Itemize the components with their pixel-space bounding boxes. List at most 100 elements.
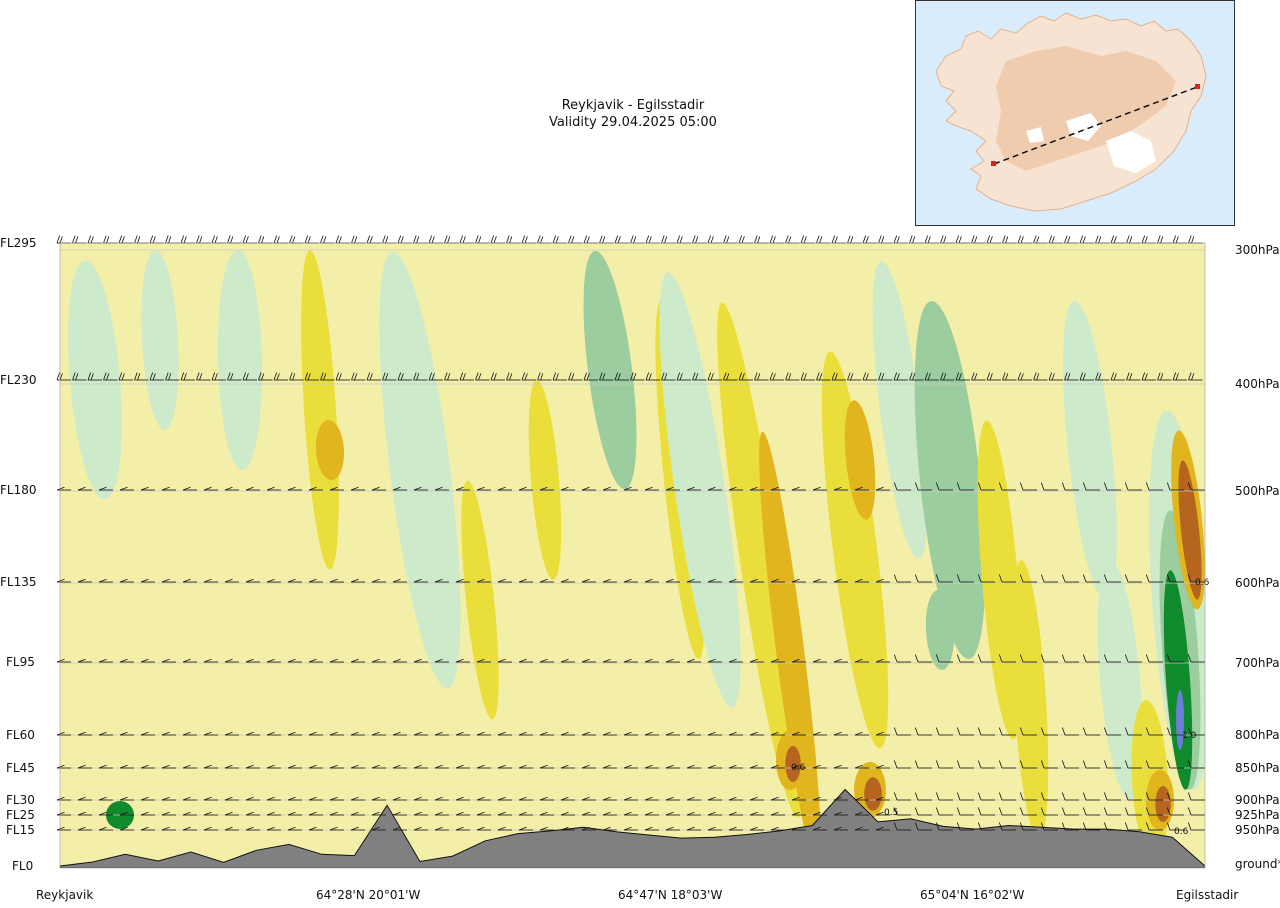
wind-barb: [140, 796, 155, 801]
wind-barb: [161, 764, 176, 769]
wind-barb: [455, 764, 470, 769]
wind-barb: [413, 826, 428, 831]
wind-barb: [770, 578, 785, 583]
wind-barb: [182, 486, 197, 491]
wind-barb: [72, 372, 87, 381]
wind-barb: [661, 372, 676, 381]
wind-barb: [893, 760, 911, 769]
wind-barb: [728, 764, 743, 769]
wind-barb: [1103, 654, 1121, 663]
wind-barb: [800, 235, 815, 244]
wind-barb: [434, 796, 449, 801]
wind-barb: [1172, 235, 1187, 244]
wind-barb: [749, 826, 764, 831]
wind-barb: [581, 811, 596, 816]
wind-barb: [940, 372, 955, 381]
wind-barb: [583, 372, 598, 381]
wind-barb: [56, 811, 71, 816]
wind-barb: [266, 658, 281, 663]
wind-barb: [1126, 372, 1141, 381]
wind-barb: [1019, 792, 1037, 801]
pressure-level-label: 850hPa: [1235, 761, 1280, 775]
wind-barb: [149, 235, 164, 244]
wind-barb: [87, 235, 102, 244]
wind-barb: [738, 372, 753, 381]
wind-barb: [1082, 792, 1100, 801]
terrain-profile: [60, 788, 1205, 868]
wind-barb: [350, 764, 365, 769]
wind-barb: [161, 731, 176, 736]
wind-barb: [224, 764, 239, 769]
wind-barb: [875, 796, 890, 801]
wind-barb: [707, 486, 722, 491]
wind-barb: [998, 792, 1016, 801]
wind-barb: [581, 578, 596, 583]
wind-barb: [266, 486, 281, 491]
wind-barb: [366, 235, 381, 244]
wind-barb: [971, 372, 986, 381]
wind-barb: [1157, 235, 1172, 244]
wind-barb: [875, 731, 890, 736]
wind-barb: [791, 658, 806, 663]
wind-barb: [977, 727, 995, 736]
wind-barb: [833, 658, 848, 663]
wind-barb: [119, 658, 134, 663]
vertical-motion-area: [977, 420, 1023, 740]
wind-barb: [665, 486, 680, 491]
wind-barb: [245, 796, 260, 801]
wind-barb: [644, 796, 659, 801]
wind-barb: [977, 482, 995, 491]
wind-barb: [940, 235, 955, 244]
vertical-motion-area: [315, 420, 345, 480]
wind-barb: [1017, 372, 1032, 381]
wind-barb: [770, 796, 785, 801]
wind-barb: [623, 578, 638, 583]
wind-barb: [614, 372, 629, 381]
wind-barb: [518, 811, 533, 816]
wind-barb: [707, 811, 722, 816]
wind-barb: [728, 578, 743, 583]
wind-barb: [770, 486, 785, 491]
wind-barb: [1019, 807, 1037, 816]
wind-barb: [791, 731, 806, 736]
wind-barb: [455, 731, 470, 736]
wind-barb: [287, 826, 302, 831]
wind-barb: [539, 826, 554, 831]
wind-barb: [413, 235, 428, 244]
wind-barb: [770, 764, 785, 769]
wind-barb: [728, 826, 743, 831]
wind-barb: [1187, 727, 1205, 736]
wind-barb: [273, 235, 288, 244]
wind-barb: [203, 811, 218, 816]
wind-barb: [1103, 792, 1121, 801]
wind-barb: [56, 731, 71, 736]
wind-barb: [665, 731, 680, 736]
wind-barb: [1019, 822, 1037, 831]
wind-barb: [686, 658, 701, 663]
wind-barb: [665, 796, 680, 801]
wind-barb: [686, 486, 701, 491]
vertical-motion-area: [821, 351, 889, 749]
wind-barb: [320, 372, 335, 381]
wind-barb: [893, 807, 911, 816]
wind-barb: [196, 235, 211, 244]
wind-barb: [707, 658, 722, 663]
wind-barb: [203, 658, 218, 663]
wind-barb: [182, 811, 197, 816]
wind-barb: [791, 578, 806, 583]
wind-barb: [1187, 760, 1205, 769]
wind-barb: [539, 731, 554, 736]
wind-barb: [497, 731, 512, 736]
wind-barb: [77, 764, 92, 769]
wind-barb: [956, 482, 974, 491]
wind-barb: [854, 764, 869, 769]
wind-barb: [581, 796, 596, 801]
wind-barb: [875, 764, 890, 769]
wind-barb: [623, 731, 638, 736]
wind-barb: [350, 811, 365, 816]
wind-barb: [329, 486, 344, 491]
wind-barb: [119, 486, 134, 491]
wind-barb: [211, 372, 226, 381]
wind-barb: [552, 235, 567, 244]
wind-barb: [560, 796, 575, 801]
